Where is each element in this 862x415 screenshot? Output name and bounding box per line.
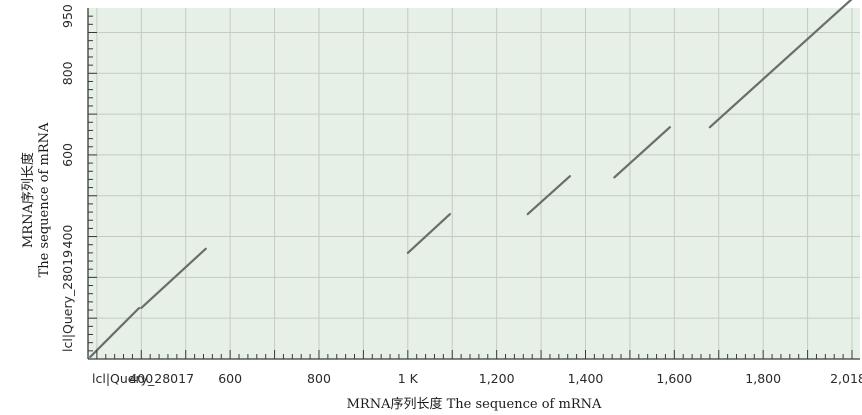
y-axis-name: lcl|Query_28019 xyxy=(60,250,75,352)
x-tick-label: 600 xyxy=(218,371,242,386)
x-tick-label: 1,200 xyxy=(479,371,515,386)
y-tick-label: 950 xyxy=(60,4,75,28)
alignment-segment xyxy=(140,247,207,310)
x-tick-label: 1,400 xyxy=(568,371,604,386)
x-tick-label: 1 K xyxy=(398,371,419,386)
alignment-segment xyxy=(406,213,452,254)
alignment-segment xyxy=(526,175,572,216)
alignment-segment xyxy=(613,126,671,179)
alignment-segment xyxy=(89,306,141,359)
x-tick-labels: 400 600 800 1 K 1,200 1,400 1,600 1,800 2,018 xyxy=(129,371,862,386)
x-tick-label: 1,800 xyxy=(745,371,781,386)
alignment-segments xyxy=(89,0,853,359)
y-axis-title: MRNA序列长度The sequence of mRNA xyxy=(20,122,52,277)
y-axis-title-line: MRNA序列长度 xyxy=(20,152,36,248)
x-tick-label: 2,018 xyxy=(830,371,862,386)
plot-background xyxy=(88,8,860,359)
x-axis-name: lcl|Query_28017 xyxy=(92,371,194,386)
y-tick-label: 400 xyxy=(60,225,75,249)
y-tick-labels: 400 600 800 950 xyxy=(60,4,75,248)
y-axis-title-line: The sequence of mRNA xyxy=(37,122,52,277)
axes xyxy=(87,8,860,360)
y-tick-label: 800 xyxy=(60,61,75,85)
x-tick-label: 800 xyxy=(307,371,331,386)
x-tick-label: 400 xyxy=(129,371,153,386)
y-tick-label: 600 xyxy=(60,143,75,167)
x-axis-title: MRNA序列长度 The sequence of mRNA xyxy=(347,396,602,412)
alignment-segment xyxy=(708,0,853,129)
grid-lines xyxy=(88,8,860,359)
x-tick-label: 1,600 xyxy=(656,371,692,386)
